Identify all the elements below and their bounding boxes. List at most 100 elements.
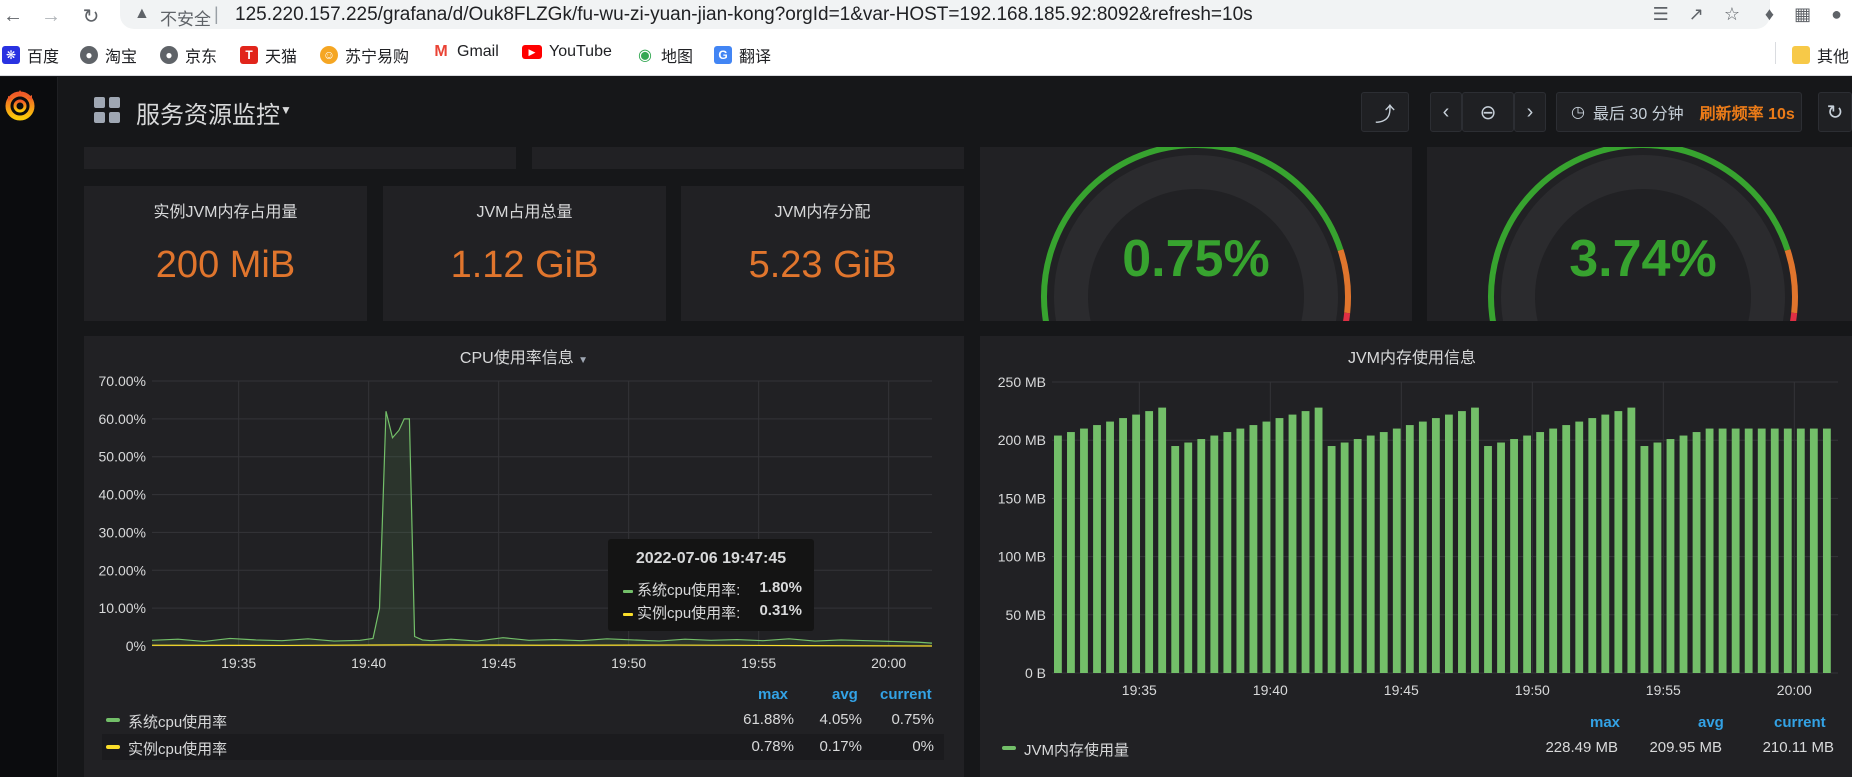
bar bbox=[1471, 407, 1479, 673]
legend-item-system-cpu[interactable]: 系统cpu使用率 61.88% 4.05% 0.75% bbox=[102, 707, 944, 733]
legend-swatch bbox=[1002, 746, 1016, 750]
gauge-chart bbox=[1488, 147, 1798, 321]
url-text[interactable]: 125.220.157.225/grafana/d/Ouk8FLZGk/fu-w… bbox=[235, 4, 1253, 25]
bookmark-other[interactable]: 其他 bbox=[1792, 43, 1849, 67]
tooltip-swatch bbox=[623, 612, 633, 616]
y-tick-label: 50.00% bbox=[99, 449, 146, 465]
x-tick-label: 19:45 bbox=[1384, 682, 1419, 698]
bookmark-tmall[interactable]: T 天猫 bbox=[240, 43, 297, 67]
jvm-memory-panel[interactable]: JVM内存使用信息 250 MB 200 MB 150 MB 100 MB 50 MB 0… bbox=[980, 336, 1852, 777]
bookmark-translate[interactable]: G 翻译 bbox=[714, 43, 771, 67]
bar bbox=[1223, 432, 1232, 673]
legend-item-instance-cpu[interactable]: 实例cpu使用率 0.78% 0.17% 0% bbox=[102, 734, 944, 760]
maps-icon: ◉ bbox=[636, 46, 654, 64]
sidepanel-icon[interactable]: ▦ bbox=[1794, 4, 1812, 24]
x-tick-label: 19:50 bbox=[1515, 682, 1550, 698]
extensions-icon[interactable]: ♦ bbox=[1764, 4, 1775, 24]
share-dashboard-button[interactable]: ⤴ bbox=[1361, 92, 1409, 132]
profile-icon[interactable]: ● bbox=[1831, 4, 1842, 24]
bookmark-jd[interactable]: ● 京东 bbox=[160, 43, 217, 67]
bar bbox=[1171, 446, 1180, 673]
zoom-out-button[interactable]: ⊖ bbox=[1462, 92, 1514, 132]
bar bbox=[1353, 439, 1362, 673]
time-forward-button[interactable]: › bbox=[1514, 92, 1546, 132]
legend-header-avg[interactable]: avg bbox=[1698, 714, 1724, 731]
bar bbox=[1796, 428, 1805, 673]
bookmarks-bar: ❋ 百度 ● 淘宝 ● 京东 T 天猫 ☺ 苏宁易购 M Gmail ▶ YouTube ◉ 地… bbox=[0, 32, 1852, 76]
stat-panel-instance-jvm[interactable]: 实例JVM内存占用量 200 MiB bbox=[84, 186, 367, 321]
stat-title: JVM占用总量 bbox=[476, 204, 573, 221]
refresh-interval-label: 刷新频率 10s bbox=[1699, 106, 1795, 123]
address-bar[interactable]: ▲ 不安全 | 125.220.157.225/grafana/d/Ouk8FL… bbox=[120, 0, 1770, 29]
dashboard-title[interactable]: 服务资源监控 bbox=[136, 102, 280, 129]
tooltip-row: 实例cpu使用率: 0.31% bbox=[623, 602, 802, 624]
bookmark-baidu[interactable]: ❋ 百度 bbox=[2, 43, 59, 67]
legend-header-max[interactable]: max bbox=[1590, 714, 1621, 731]
bar bbox=[1054, 435, 1062, 673]
y-tick-label: 30.00% bbox=[99, 524, 146, 540]
chevron-right-icon: › bbox=[1526, 100, 1534, 123]
jvm-bar-chart[interactable]: 250 MB 200 MB 150 MB 100 MB 50 MB 0 B 19:35 19:… bbox=[980, 336, 1852, 706]
legend-header-current[interactable]: current bbox=[1774, 714, 1826, 731]
bar bbox=[1405, 425, 1414, 673]
gauge-track bbox=[1054, 155, 1338, 321]
legend-item-jvm-memory[interactable]: JVM内存使用量 228.49 MB 209.95 MB 210.11 MB bbox=[998, 735, 1852, 761]
gauge-value: 3.74% bbox=[1569, 230, 1717, 288]
time-picker-button[interactable]: ◷ 最后 30 分钟 刷新频率 10s bbox=[1556, 92, 1802, 132]
refresh-button[interactable]: ↻ bbox=[1818, 92, 1852, 132]
cpu-line-chart[interactable]: 70.00% 60.00% 50.00% 40.00% 30.00% 20.00% 10.0… bbox=[84, 336, 964, 676]
panel-title[interactable]: CPU使用率信息 ▼ bbox=[459, 350, 589, 367]
cpu-usage-panel[interactable]: CPU使用率信息 ▼ 70.00% 60.00% 50.00% 40.00% 30.00… bbox=[84, 336, 964, 777]
y-tick-label: 10.00% bbox=[99, 600, 146, 616]
caret-down-icon[interactable]: ▼ bbox=[280, 103, 292, 117]
bar bbox=[1497, 442, 1505, 673]
bookmark-youtube[interactable]: ▶ YouTube bbox=[522, 43, 612, 61]
back-arrow-icon[interactable]: ← bbox=[3, 4, 23, 27]
gauge-threshold-red bbox=[1790, 312, 1798, 321]
dashboard-grid-icon[interactable] bbox=[94, 97, 120, 123]
bar bbox=[1601, 414, 1610, 673]
bar bbox=[1692, 432, 1701, 673]
bar bbox=[1536, 432, 1545, 673]
bar bbox=[1718, 428, 1727, 673]
bar bbox=[1445, 414, 1453, 673]
reload-icon[interactable]: ↻ bbox=[82, 5, 100, 28]
bar bbox=[1783, 428, 1792, 673]
share-icon[interactable]: ↗ bbox=[1688, 4, 1704, 24]
y-tick-label: 100 MB bbox=[998, 549, 1046, 565]
bookmark-suning[interactable]: ☺ 苏宁易购 bbox=[320, 43, 409, 67]
gauge-threshold-orange bbox=[1337, 249, 1351, 314]
bar bbox=[1757, 428, 1766, 673]
star-icon[interactable]: ☆ bbox=[1723, 4, 1740, 24]
x-tick-label: 19:55 bbox=[741, 655, 776, 671]
y-tick-label: 0 B bbox=[1025, 665, 1046, 681]
bookmark-gmail[interactable]: M Gmail bbox=[432, 43, 499, 61]
bookmark-taobao[interactable]: ● 淘宝 bbox=[80, 43, 137, 67]
bar bbox=[1562, 425, 1571, 673]
panel-partial-1 bbox=[84, 147, 516, 169]
x-tick-label: 19:40 bbox=[1253, 682, 1288, 698]
stat-panel-jvm-alloc[interactable]: JVM内存分配 5.23 GiB bbox=[681, 186, 964, 321]
legend-header-current[interactable]: current bbox=[880, 686, 932, 703]
x-tick-label: 19:40 bbox=[351, 655, 386, 671]
caret-down-icon[interactable]: ▼ bbox=[578, 355, 589, 366]
bookmark-maps[interactable]: ◉ 地图 bbox=[636, 43, 693, 67]
bar bbox=[1093, 425, 1101, 673]
bar bbox=[1288, 414, 1297, 673]
chevron-left-icon: ‹ bbox=[1442, 100, 1450, 123]
legend-header-avg[interactable]: avg bbox=[832, 686, 858, 703]
gauge-panel-2[interactable]: 3.74% bbox=[1427, 147, 1852, 321]
gauge-panel-1[interactable]: 0.75% bbox=[980, 147, 1412, 321]
bar bbox=[1314, 407, 1323, 673]
bar bbox=[1210, 435, 1219, 673]
legend-header-max[interactable]: max bbox=[758, 686, 789, 703]
panel-title[interactable]: JVM内存使用信息 bbox=[1347, 350, 1476, 367]
stat-panel-jvm-total[interactable]: JVM占用总量 1.12 GiB bbox=[383, 186, 666, 321]
translate-page-icon[interactable]: ☰ bbox=[1652, 4, 1669, 24]
y-tick-label: 200 MB bbox=[998, 432, 1046, 448]
gauge-track bbox=[1501, 155, 1785, 321]
forward-arrow-icon[interactable]: → bbox=[41, 4, 61, 27]
time-back-button[interactable]: ‹ bbox=[1430, 92, 1462, 132]
grafana-logo-icon[interactable] bbox=[2, 87, 38, 123]
refresh-icon: ↻ bbox=[1826, 101, 1844, 124]
